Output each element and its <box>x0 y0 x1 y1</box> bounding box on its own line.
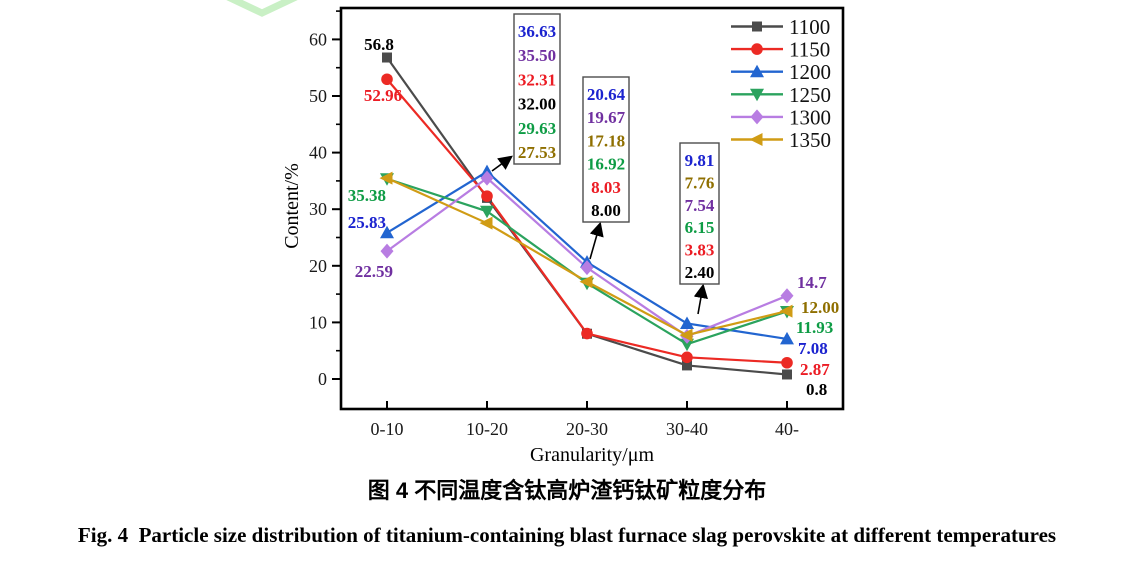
point-label: 25.83 <box>348 213 386 232</box>
x-tick-label: 40- <box>775 419 799 439</box>
point-label: 35.38 <box>348 186 386 205</box>
box-value-label: 32.31 <box>518 70 556 89</box>
watermark-chevron-icon <box>226 0 298 17</box>
y-tick-label: 30 <box>309 199 327 219</box>
box-value-label: 7.76 <box>685 173 715 192</box>
series-markers-1350 <box>379 171 793 342</box>
y-tick-label: 10 <box>309 312 327 332</box>
box-value-label: 3.83 <box>685 241 715 260</box>
legend-label: 1150 <box>789 38 830 62</box>
y-tick-label: 20 <box>309 256 327 276</box>
caption-chinese: 图 4 不同温度含钛高炉渣钙钛矿粒度分布 <box>367 478 767 503</box>
box-value-label: 2.40 <box>685 263 715 282</box>
box-value-label: 27.53 <box>518 143 556 162</box>
box-value-label: 20.64 <box>587 85 626 104</box>
point-label: 14.7 <box>797 273 827 292</box>
y-axis: 0 10 20 30 40 50 60 <box>309 10 341 389</box>
point-label: 7.08 <box>798 339 828 358</box>
x-axis-title: Granularity/μm <box>530 444 654 466</box>
point-label: 2.87 <box>800 360 830 379</box>
box-value-label: 17.18 <box>587 131 625 150</box>
point-label: 52.96 <box>364 86 402 105</box>
point-label: 56.8 <box>364 35 394 54</box>
y-tick-label: 50 <box>309 86 327 106</box>
legend-label: 1200 <box>789 60 831 84</box>
legend-label: 1100 <box>789 15 830 39</box>
box-value-label: 32.00 <box>518 95 556 114</box>
box-value-label: 16.92 <box>587 155 625 174</box>
y-axis-title: Content/% <box>281 163 303 249</box>
box-value-label: 6.15 <box>685 218 715 237</box>
legend-item-1300: 1300 <box>731 105 831 129</box>
label-box-3: 9.81 7.76 7.54 6.15 3.83 2.40 <box>679 142 720 315</box>
box-value-label: 19.67 <box>587 108 626 127</box>
annotation-arrow <box>589 221 604 260</box>
x-axis: 0-10 10-20 20-30 30-40 40- <box>371 401 799 439</box>
box-value-label: 8.00 <box>591 201 621 220</box>
legend-label: 1250 <box>789 83 831 107</box>
box-value-label: 29.63 <box>518 119 556 138</box>
point-label: 11.93 <box>796 318 833 337</box>
chart-svg: 0 10 20 30 40 50 60 0-10 10-20 20-30 30-40 40- Granu… <box>226 0 845 466</box>
legend-label: 1350 <box>789 128 831 152</box>
legend-item-1350: 1350 <box>731 128 831 152</box>
label-box-1: 36.63 35.50 32.31 32.00 29.63 27.53 <box>491 13 561 172</box>
legend-label: 1300 <box>789 105 831 129</box>
x-tick-label: 30-40 <box>666 419 708 439</box>
box-value-label: 9.81 <box>685 151 715 170</box>
annotation-arrow <box>491 155 513 172</box>
point-label: 0.8 <box>806 380 827 399</box>
y-tick-label: 60 <box>309 29 327 49</box>
y-tick-label: 0 <box>318 369 327 389</box>
x-tick-label: 20-30 <box>566 419 608 439</box>
x-tick-label: 0-10 <box>371 419 404 439</box>
legend-item-1100: 1100 <box>731 15 830 39</box>
annotation-arrow <box>693 283 708 315</box>
legend-item-1250: 1250 <box>731 83 831 107</box>
box-value-label: 7.54 <box>685 196 715 215</box>
point-label: 12.00 <box>801 298 839 317</box>
point-label: 22.59 <box>355 262 393 281</box>
box-value-label: 36.63 <box>518 22 556 41</box>
y-tick-label: 40 <box>309 143 327 163</box>
caption-english: Fig. 4 Particle size distribution of tit… <box>77 523 1057 547</box>
legend-item-1200: 1200 <box>731 60 831 84</box>
series-markers-1150 <box>381 73 793 369</box>
box-value-label: 8.03 <box>591 178 621 197</box>
label-box-2: 20.64 19.67 17.18 16.92 8.03 8.00 <box>582 76 630 260</box>
x-tick-label: 10-20 <box>466 419 508 439</box>
legend-item-1150: 1150 <box>731 38 830 62</box>
box-value-label: 35.50 <box>518 46 556 65</box>
